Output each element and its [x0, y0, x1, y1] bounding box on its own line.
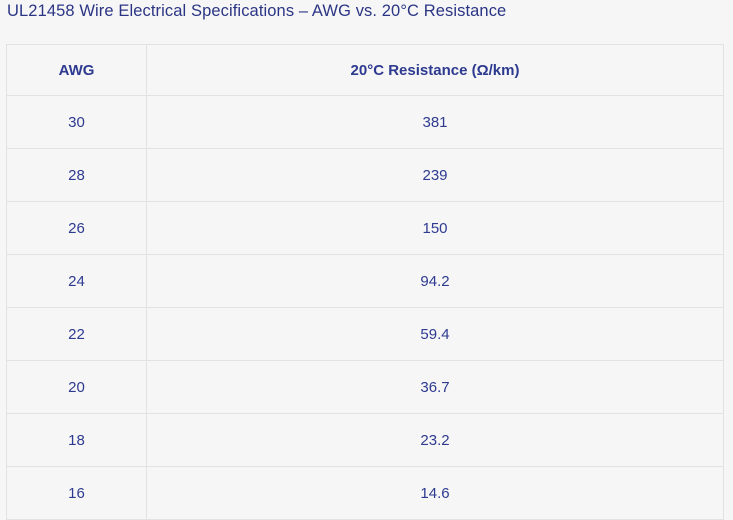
awg-cell: 24	[6, 254, 147, 308]
resistance-cell: 150	[146, 201, 724, 255]
awg-cell: 18	[6, 413, 147, 467]
page-title: UL21458 Wire Electrical Specifications –…	[7, 2, 507, 20]
awg-cell: 28	[6, 148, 147, 202]
awg-cell: 26	[6, 201, 147, 255]
table-row: 22 59.4	[6, 307, 724, 361]
resistance-cell: 239	[146, 148, 724, 202]
column-header-resistance: 20°C Resistance (Ω/km)	[146, 44, 724, 96]
table-row: 24 94.2	[6, 254, 724, 308]
resistance-cell: 94.2	[146, 254, 724, 308]
column-header-awg: AWG	[6, 44, 147, 96]
resistance-cell: 59.4	[146, 307, 724, 361]
resistance-cell: 23.2	[146, 413, 724, 467]
table-row: 18 23.2	[6, 413, 724, 467]
table-row: 28 239	[6, 148, 724, 202]
table-row: 26 150	[6, 201, 724, 255]
table-body: 30 381 28 239 26 150 24 94.2 22 59.4 20 36.7 18 23.2 1…	[6, 95, 724, 520]
awg-cell: 20	[6, 360, 147, 414]
awg-cell: 22	[6, 307, 147, 361]
resistance-cell: 36.7	[146, 360, 724, 414]
resistance-cell: 381	[146, 95, 724, 149]
table-row: 16 14.6	[6, 466, 724, 520]
awg-cell: 16	[6, 466, 147, 520]
table-row: 30 381	[6, 95, 724, 149]
resistance-cell: 14.6	[146, 466, 724, 520]
table-row: 20 36.7	[6, 360, 724, 414]
awg-cell: 30	[6, 95, 147, 149]
wire-spec-table: AWG 20°C Resistance (Ω/km) 30 381 28 239 26 1…	[6, 44, 724, 520]
table-header-row: AWG 20°C Resistance (Ω/km)	[6, 44, 724, 96]
